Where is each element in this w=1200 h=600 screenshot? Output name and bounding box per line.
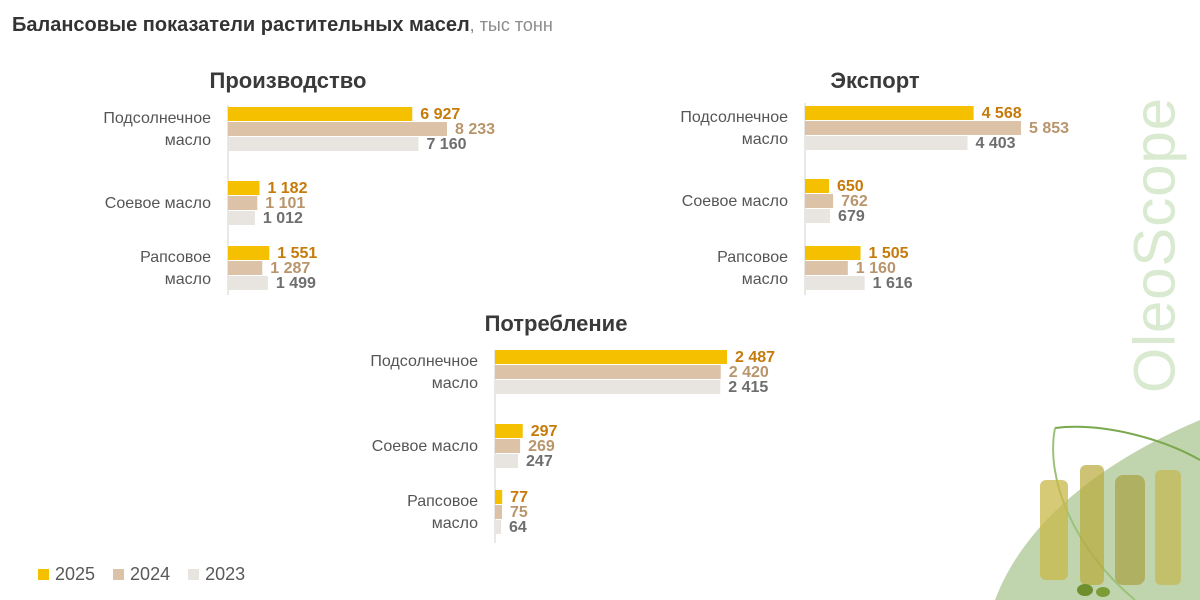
- export-category-label: масло: [742, 271, 788, 288]
- production-bar-2025: [228, 246, 270, 260]
- production-category-label: Рапсовое: [140, 249, 211, 266]
- production-category-label: масло: [165, 271, 211, 288]
- production-bar-2023: [228, 137, 419, 151]
- oil-bottles-decoration: [995, 420, 1200, 600]
- production-value-label-2025: 6 927: [420, 106, 460, 123]
- production-value-label-2024: 1 101: [265, 195, 305, 212]
- export-value-label-2025: 1 505: [869, 245, 909, 262]
- legend-item-2025: 2025: [38, 564, 95, 585]
- export-value-label-2024: 5 853: [1029, 120, 1069, 137]
- bottle-2: [1080, 465, 1104, 585]
- export-bar-2025: [805, 246, 861, 260]
- olive-1: [1077, 584, 1093, 596]
- legend: 2025 2024 2023: [38, 564, 245, 585]
- export-category-label: Подсолнечное: [680, 109, 788, 126]
- bottle-1: [1040, 480, 1068, 580]
- export-value-label-2023: 4 403: [975, 135, 1015, 152]
- consumption-bar-2024: [495, 439, 521, 453]
- production-bar-2024: [228, 196, 258, 210]
- consumption-category-label: Подсолнечное: [370, 353, 478, 370]
- consumption-bar-2025: [495, 350, 727, 364]
- consumption-value-label-2024: 269: [528, 438, 555, 455]
- consumption-value-label-2023: 247: [526, 453, 553, 470]
- production-value-label-2024: 1 287: [270, 260, 310, 277]
- production-category-label: Соевое масло: [105, 195, 211, 212]
- consumption-category-label: Рапсовое: [407, 493, 478, 510]
- production-bar-2024: [228, 261, 263, 275]
- export-bar-2025: [805, 179, 829, 193]
- consumption-value-label-2024: 75: [510, 504, 528, 521]
- bottle-3: [1115, 475, 1145, 585]
- export-category-label: Соевое масло: [682, 193, 788, 210]
- export-value-label-2024: 762: [841, 193, 868, 210]
- production-bar-2023: [228, 211, 255, 225]
- export-bar-2024: [805, 194, 834, 208]
- export-bar-2023: [805, 136, 968, 150]
- consumption-bar-2023: [495, 454, 519, 468]
- export-bar-2023: [805, 209, 831, 223]
- export-bar-2024: [805, 261, 848, 275]
- export-value-label-2025: 4 568: [982, 105, 1022, 122]
- export-value-label-2023: 679: [838, 208, 865, 225]
- consumption-bar-2024: [495, 365, 721, 379]
- consumption-value-label-2023: 2 415: [728, 379, 768, 396]
- legend-label-2024: 2024: [130, 564, 171, 584]
- production-category-label: масло: [165, 132, 211, 149]
- legend-item-2024: 2024: [113, 564, 170, 585]
- production-value-label-2025: 1 182: [267, 180, 307, 197]
- production-bar-2025: [228, 181, 260, 195]
- export-bar-2023: [805, 276, 865, 290]
- production-value-label-2023: 1 499: [276, 275, 316, 292]
- export-value-label-2024: 1 160: [856, 260, 896, 277]
- consumption-category-label: Соевое масло: [372, 438, 478, 455]
- production-value-label-2023: 1 012: [263, 210, 303, 227]
- legend-item-2023: 2023: [188, 564, 245, 585]
- legend-label-2023: 2023: [205, 564, 246, 584]
- legend-label-2025: 2025: [55, 564, 96, 584]
- consumption-category-label: масло: [432, 375, 478, 392]
- consumption-bar-2024: [495, 505, 502, 519]
- brand-logo: OleoScope: [1123, 60, 1188, 430]
- bottle-4: [1155, 470, 1181, 585]
- brand-text: OleoScope: [1122, 97, 1188, 393]
- leaf-line: [1054, 425, 1200, 461]
- consumption-bar-2023: [495, 520, 501, 534]
- export-value-label-2025: 650: [837, 178, 864, 195]
- page-title-main: Балансовые показатели растительных масел: [12, 14, 470, 36]
- production-category-label: Подсолнечное: [103, 110, 211, 127]
- legend-swatch-2025: [38, 569, 49, 580]
- page-title-unit: , тыс тонн: [469, 15, 553, 35]
- leaf-outline: [1052, 427, 1136, 600]
- legend-swatch-2023: [188, 569, 200, 580]
- consumption-bar-2023: [495, 380, 721, 394]
- production-bar-2023: [228, 276, 268, 290]
- production-value-label-2023: 7 160: [426, 136, 466, 153]
- production-bar-2024: [228, 122, 447, 136]
- export-value-label-2023: 1 616: [873, 275, 913, 292]
- export-category-label: Рапсовое: [717, 249, 788, 266]
- consumption-value-label-2025: 2 487: [735, 349, 775, 366]
- export-bar-2024: [805, 121, 1021, 135]
- consumption-value-label-2025: 77: [510, 489, 528, 506]
- consumption-value-label-2025: 297: [531, 423, 558, 440]
- export-bar-2025: [805, 106, 974, 120]
- consumption-category-label: масло: [432, 515, 478, 532]
- production-value-label-2024: 8 233: [455, 121, 495, 138]
- consumption-bar-2025: [495, 490, 503, 504]
- export-chart-title: Экспорт: [830, 68, 919, 93]
- production-chart-title: Производство: [210, 68, 367, 93]
- legend-swatch-2024: [113, 569, 125, 580]
- consumption-value-label-2023: 64: [509, 519, 527, 536]
- consumption-value-label-2024: 2 420: [729, 364, 769, 381]
- production-value-label-2025: 1 551: [277, 245, 317, 262]
- page-title: Балансовые показатели растительных масел…: [12, 14, 553, 37]
- production-bar-2025: [228, 107, 413, 121]
- consumption-bar-2025: [495, 424, 523, 438]
- consumption-chart-title: Потребление: [485, 311, 628, 336]
- export-category-label: масло: [742, 131, 788, 148]
- olive-2: [1096, 587, 1110, 597]
